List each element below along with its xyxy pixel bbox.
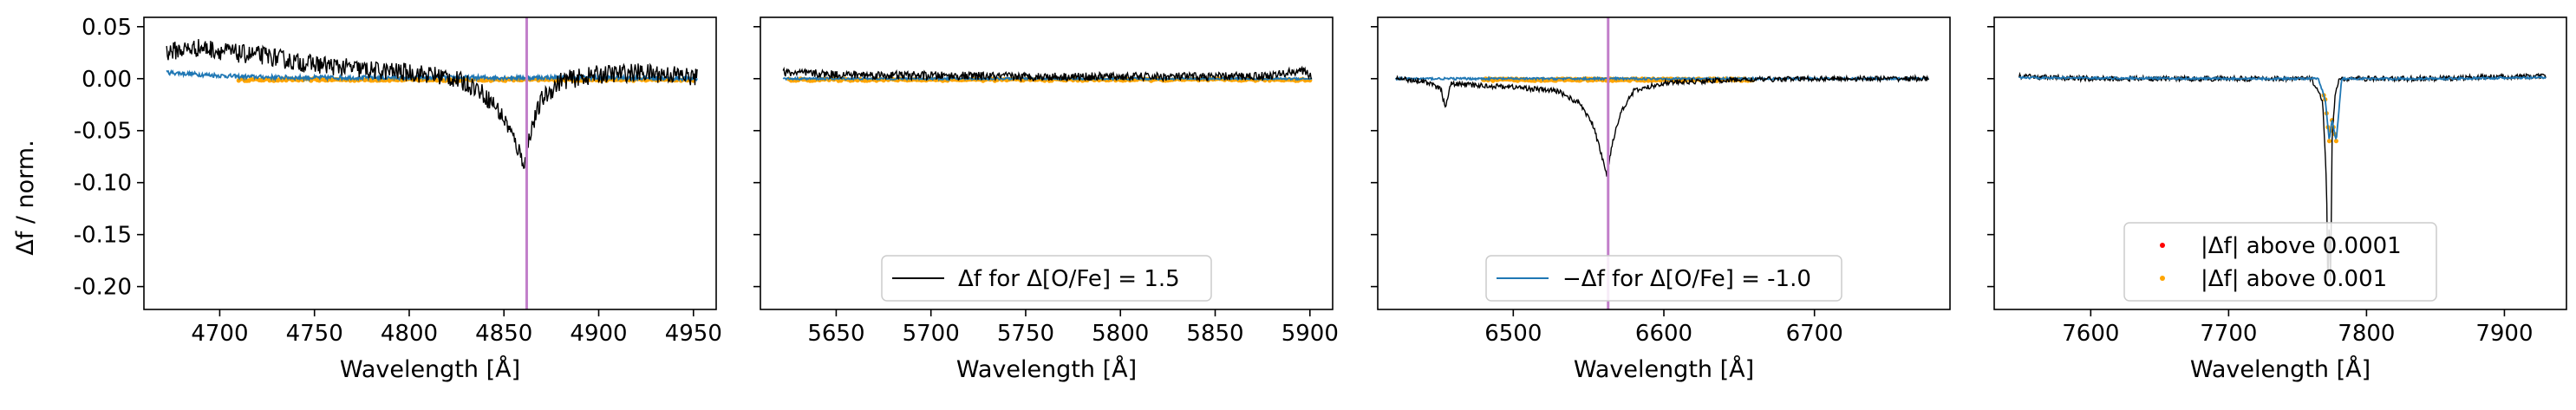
x-tick-label: 7900 <box>2475 321 2533 347</box>
x-tick-label: 4950 <box>665 321 722 347</box>
series-line-blue <box>2018 75 2547 140</box>
legend-box <box>2123 222 2437 302</box>
series-line-black <box>782 65 1313 83</box>
legend-entry-label: |Δf| above 0.001 <box>2201 266 2387 292</box>
panel-3: 6500 6600 6700 Wavelength [Å] −Δf for Δ[O/Fe… <box>1371 16 1951 383</box>
x-tick-label: 4900 <box>570 321 627 347</box>
panel-2: 5650 5700 5750 5800 5850 5900 Wavelength [Å] Δf… <box>753 16 1339 383</box>
series-line-black <box>166 39 698 170</box>
x-tick-label: 4850 <box>475 321 532 347</box>
legend-2: Δf for Δ[O/Fe] = 1.5 <box>881 255 1212 302</box>
orange-point <box>2326 139 2332 144</box>
x-tick-label: 7800 <box>2338 321 2395 347</box>
axes-frame <box>1993 16 2567 310</box>
y-tick-label: -0.20 <box>74 275 132 301</box>
y-tick-label: -0.05 <box>74 119 132 145</box>
x-tick-label: 7600 <box>2062 321 2119 347</box>
x-axis-label: Wavelength [Å] <box>2190 355 2371 383</box>
series-line-blue <box>166 68 698 82</box>
plot-area-2 <box>782 65 1313 83</box>
x-axis-label: Wavelength [Å] <box>1574 355 1754 383</box>
x-tick-label: 7700 <box>2200 321 2257 347</box>
x-axis-label: Wavelength [Å] <box>956 355 1137 383</box>
x-tick-label: 6700 <box>1786 321 1843 347</box>
x-tick-label: 6500 <box>1484 321 1542 347</box>
legend-entry-label: Δf for Δ[O/Fe] = 1.5 <box>958 266 1180 292</box>
y-tick-label: 0.05 <box>82 15 132 41</box>
legend-box <box>881 255 1212 302</box>
panel-4: 7600 7700 7800 7900 Wavelength [Å] |Δf| above… <box>1987 16 2567 383</box>
x-tick-label: 4750 <box>286 321 343 347</box>
x-tick-label: 6600 <box>1635 321 1692 347</box>
x-tick-label: 5750 <box>997 321 1054 347</box>
y-tick-label: 0.00 <box>82 67 132 93</box>
legend-3: −Δf for Δ[O/Fe] = -1.0 <box>1485 255 1842 302</box>
axes-frame <box>143 16 717 310</box>
legend-entry-label: |Δf| above 0.0001 <box>2201 233 2402 259</box>
x-tick-label: 4700 <box>191 321 248 347</box>
x-tick-label: 5650 <box>807 321 864 347</box>
plot-area-1 <box>166 17 698 309</box>
x-tick-label: 5850 <box>1186 321 1243 347</box>
axes-frame <box>760 16 1334 310</box>
orange-point <box>2333 139 2338 144</box>
legend-entry-label: −Δf for Δ[O/Fe] = -1.0 <box>1562 266 1811 292</box>
plot-area-3 <box>1394 17 1929 309</box>
y-tick-label: -0.10 <box>74 171 132 197</box>
x-tick-label: 4800 <box>381 321 438 347</box>
legend-4: |Δf| above 0.0001 |Δf| above 0.001 <box>2123 222 2437 302</box>
y-axis-label: Δf / norm. <box>12 140 39 255</box>
x-tick-label: 5700 <box>903 321 960 347</box>
x-tick-label: 5800 <box>1092 321 1149 347</box>
x-tick-label: 5900 <box>1281 321 1339 347</box>
series-line-black <box>1395 74 1929 177</box>
legend-marker <box>2160 243 2165 248</box>
legend-box <box>1485 255 1842 302</box>
plot-area-4 <box>2018 71 2547 283</box>
panel-1: 4700 4750 4800 4850 4900 4950 0.05 0.00 -0.05 -0.… <box>74 15 722 383</box>
series-line-blue <box>782 75 1313 82</box>
y-tick-label: -0.15 <box>74 223 132 249</box>
x-axis-label: Wavelength [Å] <box>340 355 520 383</box>
legend-marker <box>2160 276 2165 281</box>
